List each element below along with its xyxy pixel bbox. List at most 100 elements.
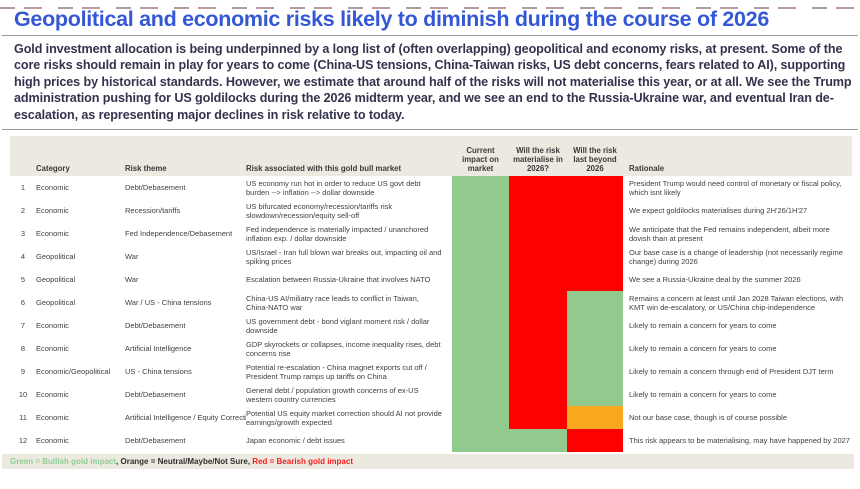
row-num: 7 <box>20 321 26 331</box>
cell-last-beyond-2026 <box>567 360 623 384</box>
page-title: Geopolitical and economic risks likely t… <box>14 7 769 31</box>
cell-materialise-2026 <box>509 337 567 361</box>
cell-risk-description: US/Israel - Iran full blown war breaks o… <box>246 247 442 266</box>
risk-table: Category Risk theme Risk associated with… <box>10 136 852 453</box>
title-underline <box>2 35 858 36</box>
cell-category: Geopolitical <box>36 252 76 262</box>
cell-last-beyond-2026 <box>567 268 623 292</box>
cell-rationale: This risk appears to be materialising, m… <box>629 436 850 446</box>
cell-risk-theme: War / US - China tensions <box>125 298 212 308</box>
cell-risk-description: Japan economic / debt issues <box>246 436 345 446</box>
row-num: 8 <box>20 344 26 354</box>
cell-rationale: Remains a concern at least until Jan 202… <box>629 293 844 312</box>
cell-risk-description: China-US AI/miliatry race leads to confl… <box>246 293 419 312</box>
column-header-rationale: Rationale <box>629 164 665 174</box>
cell-rationale: Likely to remain a concern for years to … <box>629 344 777 354</box>
cell-category: Economic <box>36 183 69 193</box>
cell-category: Economic <box>36 436 69 446</box>
cell-current-impact <box>452 199 509 223</box>
cell-risk-description: Escalation between Russia-Ukraine that i… <box>246 275 431 285</box>
cell-rationale: We anticipate that the Fed remains indep… <box>629 224 830 243</box>
row-num: 3 <box>20 229 26 239</box>
cell-risk-theme: Debt/Debasement <box>125 183 186 193</box>
top-crop-dashes <box>0 7 860 9</box>
cell-risk-description: Fed independence is materially impacted … <box>246 224 429 243</box>
cell-risk-description: General debt / population growth concern… <box>246 385 419 404</box>
cell-risk-theme: Debt/Debasement <box>125 436 186 446</box>
cell-risk-theme: War <box>125 275 139 285</box>
row-num: 12 <box>18 436 28 446</box>
row-num: 11 <box>19 413 27 423</box>
cell-category: Geopolitical <box>36 298 76 308</box>
cell-current-impact <box>452 383 509 407</box>
cell-category: Economic <box>36 229 69 239</box>
cell-rationale: Likely to remain a concern for years to … <box>629 321 777 331</box>
table-row: 6 Geopolitical War / US - China tensions… <box>10 291 852 315</box>
table-row: 10 Economic Debt/Debasement General debt… <box>10 383 852 407</box>
cell-last-beyond-2026 <box>567 383 623 407</box>
cell-risk-theme: War <box>125 252 139 262</box>
column-header-risk-theme: Risk theme <box>125 164 167 174</box>
cell-current-impact <box>452 222 509 246</box>
column-header-last-beyond-2026: Will the risk last beyond 2026 <box>573 146 617 174</box>
column-header-current-impact: Current impact on market <box>462 146 499 174</box>
cell-last-beyond-2026 <box>567 245 623 269</box>
legend-green: Green = Bullish gold impact <box>10 457 117 467</box>
cell-risk-theme: US - China tensions <box>125 367 192 377</box>
cell-materialise-2026 <box>509 176 567 200</box>
cell-last-beyond-2026 <box>567 406 623 430</box>
cell-current-impact <box>452 245 509 269</box>
cell-category: Geopolitical <box>36 275 76 285</box>
cell-materialise-2026 <box>509 245 567 269</box>
legend-neutral: , Orange = Neutral/Maybe/Not Sure, <box>116 457 253 467</box>
cell-last-beyond-2026 <box>567 222 623 246</box>
table-row: 3 Economic Fed Independence/Debasement F… <box>10 222 852 246</box>
cell-current-impact <box>452 406 509 430</box>
row-num: 9 <box>20 367 26 377</box>
cell-risk-theme: Recession/tariffs <box>125 206 181 216</box>
cell-last-beyond-2026 <box>567 291 623 315</box>
cell-rationale: We see a Russia-Ukraine deal by the summ… <box>629 275 801 285</box>
cell-last-beyond-2026 <box>567 314 623 338</box>
cell-materialise-2026 <box>509 406 567 430</box>
row-num: 5 <box>20 275 26 285</box>
cell-category: Economic <box>36 390 69 400</box>
cell-risk-theme: Debt/Debasement <box>125 321 186 331</box>
cell-rationale: Our base case is a change of leadership … <box>629 247 843 266</box>
cell-risk-theme: Artificial Intelligence <box>125 344 192 354</box>
table-row: 2 Economic Recession/tariffs US bifurcat… <box>10 199 852 223</box>
table-header: Category Risk theme Risk associated with… <box>10 136 852 177</box>
cell-materialise-2026 <box>509 199 567 223</box>
column-header-materialise-2026: Will the risk materialise in 2026? <box>513 146 563 174</box>
column-header-category: Category <box>36 164 70 174</box>
legend-bar: Green = Bullish gold impact, Orange = Ne… <box>2 454 854 470</box>
cell-last-beyond-2026 <box>567 337 623 361</box>
table-row: 11 Economic Artificial Intelligence / Eq… <box>10 406 852 430</box>
cell-current-impact <box>452 268 509 292</box>
cell-materialise-2026 <box>509 383 567 407</box>
table-row: 7 Economic Debt/Debasement US government… <box>10 314 852 338</box>
cell-materialise-2026 <box>509 429 567 453</box>
legend-red: Red = Bearish gold impact <box>252 457 353 467</box>
row-num: 10 <box>18 390 28 400</box>
cell-risk-theme: Debt/Debasement <box>125 390 186 400</box>
cell-rationale: We expect goldilocks materialises during… <box>629 206 808 216</box>
row-num: 1 <box>20 183 26 193</box>
table-row: 1 Economic Debt/Debasement US economy ru… <box>10 176 852 200</box>
table-row: 4 Geopolitical War US/Israel - Iran full… <box>10 245 852 269</box>
cell-current-impact <box>452 429 509 453</box>
cell-category: Economic <box>36 321 69 331</box>
cell-risk-description: US government debt - bond viglant moment… <box>246 316 430 335</box>
cell-category: Economic <box>36 413 69 423</box>
cell-risk-theme: Artificial Intelligence / Equity Correct… <box>125 413 246 423</box>
cell-current-impact <box>452 291 509 315</box>
table-row: 12 Economic Debt/Debasement Japan econom… <box>10 429 852 453</box>
cell-rationale: Likely to remain a concern through end o… <box>629 367 834 377</box>
row-num: 2 <box>20 206 26 216</box>
table-row: 5 Geopolitical War Escalation between Ru… <box>10 268 852 292</box>
row-num: 4 <box>20 252 26 262</box>
row-num: 6 <box>20 298 26 308</box>
intro-underline <box>2 129 858 131</box>
cell-last-beyond-2026 <box>567 429 623 453</box>
cell-materialise-2026 <box>509 268 567 292</box>
